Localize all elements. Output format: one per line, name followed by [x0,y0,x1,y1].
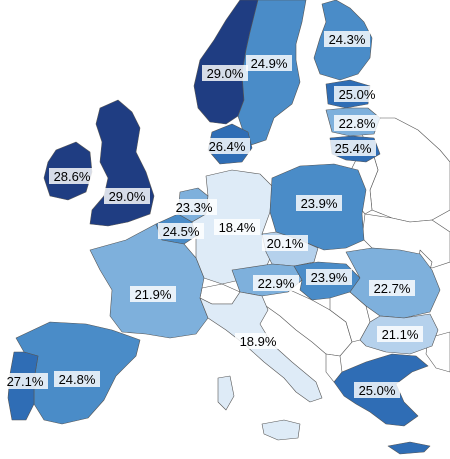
label-bulgaria: 21.1% [377,326,423,342]
value-label-romania: 22.7% [374,281,411,296]
country-italy-sicily [261,419,301,441]
label-denmark: 26.4% [204,138,250,154]
label-czechia: 20.1% [262,235,308,251]
value-label-poland: 23.9% [301,196,338,211]
value-label-uk: 29.0% [109,189,146,204]
no-data-countries [199,117,450,383]
label-norway: 29.0% [202,65,248,81]
value-label-italy: 18.9% [240,334,277,349]
value-label-germany: 18.4% [219,220,256,235]
label-portugal: 27.1% [2,373,48,389]
label-uk: 29.0% [104,188,150,204]
value-label-denmark: 26.4% [209,139,246,154]
label-spain: 24.8% [54,371,100,387]
value-label-hungary: 23.9% [311,270,348,285]
label-latvia: 22.8% [334,115,380,131]
label-france: 21.9% [130,286,176,302]
label-austria: 22.9% [253,275,299,291]
country-uk [89,99,155,227]
value-label-france: 21.9% [135,287,172,302]
country-italy-sardinia [217,375,235,411]
label-germany: 18.4% [214,219,260,235]
value-label-netherlands: 23.3% [176,200,213,215]
label-poland: 23.9% [296,195,342,211]
value-label-greece: 25.0% [359,383,396,398]
label-estonia: 25.0% [334,86,380,102]
label-lithuania: 25.4% [330,140,376,156]
country-sweden [237,0,307,147]
value-label-belgium: 24.5% [163,224,200,239]
value-labels: 29.0% 24.9% 24.3% 25.0% 22.8% 25.4% 26.4… [2,31,423,398]
label-greece: 25.0% [354,382,400,398]
label-hungary: 23.9% [306,269,352,285]
label-finland: 24.3% [324,31,370,47]
value-label-estonia: 25.0% [339,87,376,102]
label-sweden: 24.9% [246,55,292,71]
label-netherlands: 23.3% [171,199,217,215]
value-label-bulgaria: 21.1% [382,327,419,342]
value-label-norway: 29.0% [207,66,244,81]
value-label-ireland: 28.6% [54,169,91,184]
label-italy: 18.9% [235,333,281,349]
value-label-latvia: 22.8% [339,116,376,131]
label-belgium: 24.5% [158,223,204,239]
label-romania: 22.7% [369,280,415,296]
value-label-czechia: 20.1% [267,236,304,251]
country-greece-crete [387,441,431,455]
label-ireland: 28.6% [49,168,95,184]
country-ukraine [361,213,450,269]
value-label-finland: 24.3% [329,32,366,47]
value-label-lithuania: 25.4% [335,141,372,156]
value-label-austria: 22.9% [258,276,295,291]
value-label-sweden: 24.9% [251,56,288,71]
value-label-spain: 24.8% [59,372,96,387]
country-france [89,223,209,339]
value-label-portugal: 27.1% [7,374,44,389]
